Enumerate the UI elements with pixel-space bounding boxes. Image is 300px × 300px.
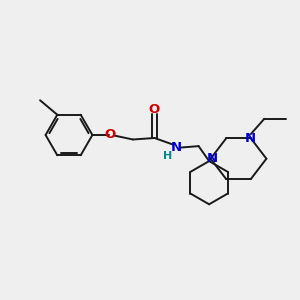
Text: H: H — [163, 151, 172, 161]
Text: O: O — [105, 128, 116, 142]
Text: N: N — [170, 141, 182, 154]
Text: N: N — [245, 132, 256, 145]
Text: O: O — [149, 103, 160, 116]
Text: N: N — [206, 152, 218, 165]
